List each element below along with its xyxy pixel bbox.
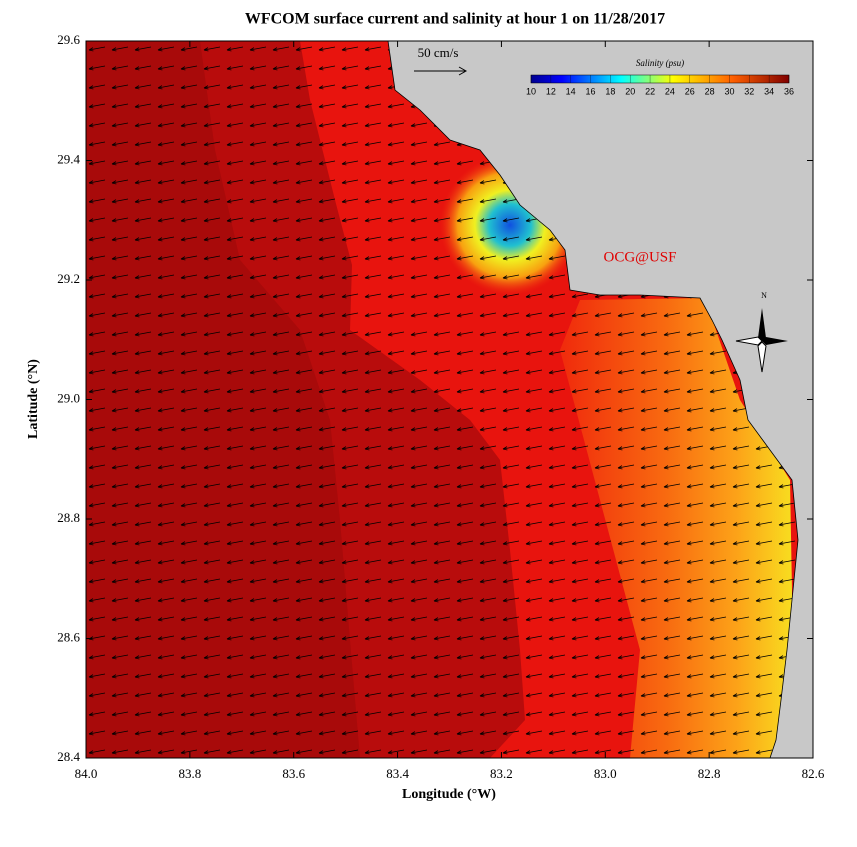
- compass-label: N: [761, 291, 767, 300]
- colorbar-tick-label: 20: [625, 86, 635, 96]
- colorbar-tick-label: 26: [685, 86, 695, 96]
- colorbar-tick-label: 22: [645, 86, 655, 96]
- colorbar: [530, 74, 790, 84]
- colorbar-tick-label: 16: [586, 86, 596, 96]
- colorbar-tick-label: 18: [605, 86, 615, 96]
- colorbar-tick-label: 28: [705, 86, 715, 96]
- y-tick-label: 29.6: [57, 32, 80, 47]
- y-tick-label: 28.8: [57, 510, 80, 525]
- colorbar-tick-label: 14: [566, 86, 576, 96]
- colorbar-tick-label: 24: [665, 86, 675, 96]
- x-tick-label: 83.6: [282, 766, 305, 781]
- y-axis-label: Latitude (°N): [26, 359, 41, 439]
- x-axis-label: Longitude (°W): [402, 787, 496, 802]
- x-tick-label: 82.8: [698, 766, 721, 781]
- y-tick-label: 29.2: [57, 271, 80, 286]
- scale-arrow: [414, 66, 468, 76]
- colorbar-tick-label: 32: [744, 86, 754, 96]
- title: WFCOM surface current and salinity at ho…: [245, 11, 665, 28]
- colorbar-tick-label: 34: [764, 86, 774, 96]
- colorbar-tick-label: 30: [724, 86, 734, 96]
- x-tick-label: 83.0: [594, 766, 617, 781]
- y-tick-label: 28.4: [57, 749, 80, 764]
- x-tick-label: 83.8: [178, 766, 201, 781]
- colorbar-tick-label: 10: [526, 86, 536, 96]
- y-tick-label: 28.6: [57, 629, 80, 644]
- land: [387, 41, 813, 758]
- x-tick-label: 84.0: [75, 766, 98, 781]
- colorbar-tick-label: 36: [784, 86, 794, 96]
- x-tick-label: 83.4: [386, 766, 409, 781]
- scale-arrow-label: 50 cm/s: [418, 45, 459, 60]
- y-tick-label: 29.4: [57, 151, 80, 166]
- credit: OCG@USF: [603, 249, 676, 265]
- compass-rose: [735, 308, 788, 373]
- x-tick-label: 82.6: [802, 766, 825, 781]
- y-tick-label: 29.0: [57, 390, 80, 405]
- colorbar-tick-label: 12: [546, 86, 556, 96]
- colorbar-title: Salinity (psu): [636, 58, 684, 68]
- map-field: [86, 41, 813, 758]
- x-tick-label: 83.2: [490, 766, 513, 781]
